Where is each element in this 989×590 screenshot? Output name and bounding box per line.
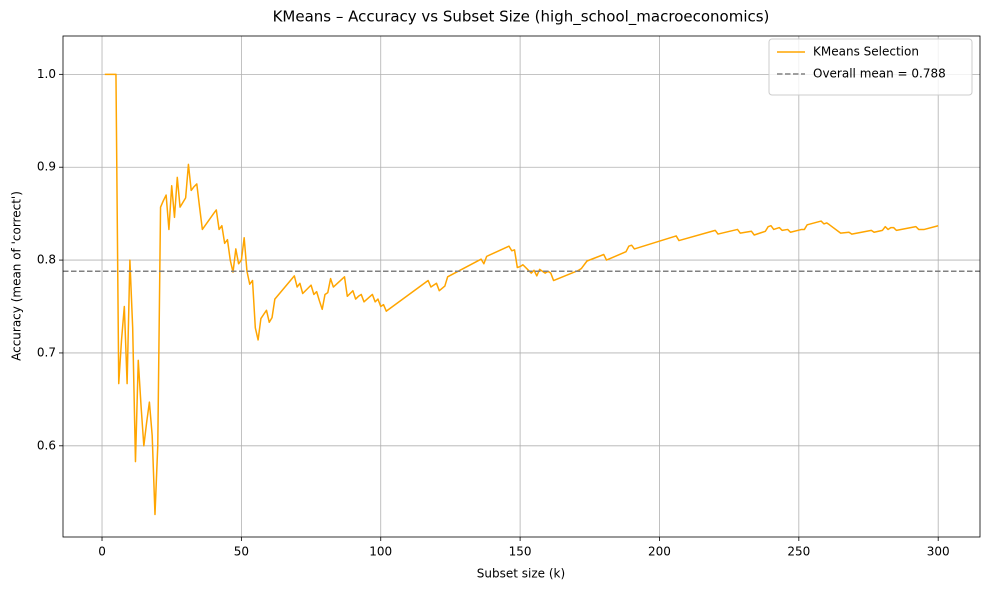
y-tick-label: 0.6 (37, 438, 56, 452)
legend: KMeans Selection Overall mean = 0.788 (768, 38, 973, 96)
x-axis-label: Subset size (k) (477, 567, 565, 581)
chart-title: KMeans – Accuracy vs Subset Size (high_s… (273, 8, 770, 27)
x-tick-label: 100 (369, 545, 392, 559)
y-tick-label: 0.8 (37, 253, 56, 267)
y-axis-label: Accuracy (mean of 'correct') (10, 191, 24, 361)
y-tick-label: 1.0 (37, 67, 56, 81)
x-tick-label: 50 (234, 545, 249, 559)
plot-frame (62, 35, 981, 538)
legend-label: KMeans Selection (813, 45, 919, 59)
plot-area (63, 36, 980, 537)
legend-box (768, 38, 973, 96)
x-tick-label: 300 (927, 545, 950, 559)
y-tick-label: 0.7 (37, 345, 56, 359)
y-tick-label: 0.9 (37, 160, 56, 174)
x-tick-label: 200 (648, 545, 671, 559)
legend-label: Overall mean = 0.788 (813, 67, 946, 81)
x-tick-label: 0 (98, 545, 106, 559)
data-line (104, 73, 939, 516)
x-tick-label: 150 (509, 545, 532, 559)
x-tick-label: 250 (787, 545, 810, 559)
